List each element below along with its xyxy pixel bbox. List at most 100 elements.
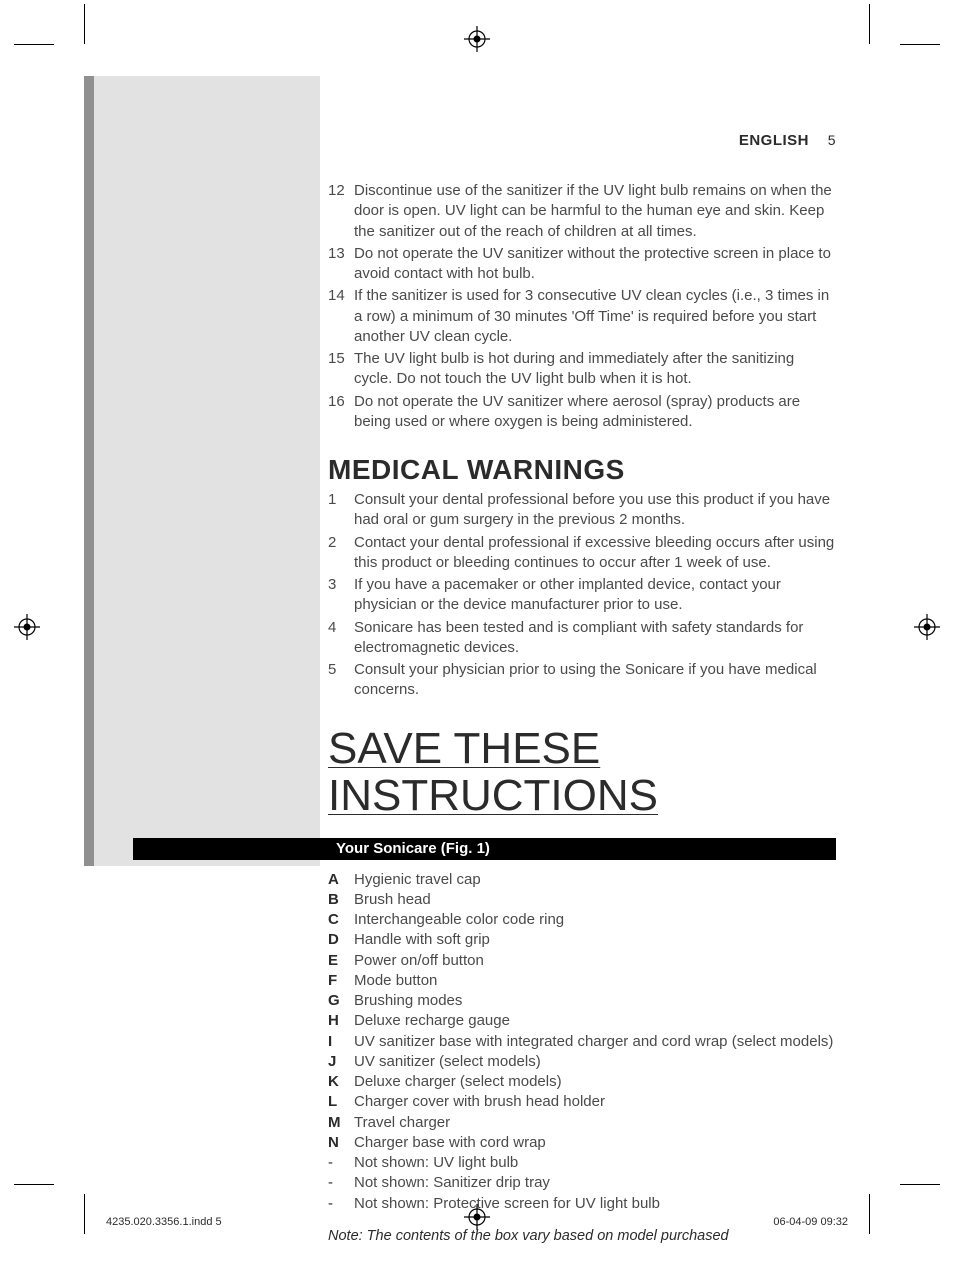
sidebar-grey-column [84,76,320,866]
part-item: DHandle with soft grip [328,930,836,950]
page-number: 5 [828,132,836,148]
item-text: Do not operate the UV sanitizer where ae… [354,392,836,433]
part-letter: A [328,870,354,890]
item-text: Consult your dental professional before … [354,490,836,531]
warning-item: 15The UV light bulb is hot during and im… [328,349,836,390]
part-text: Not shown: Sanitizer drip tray [354,1173,836,1193]
footer-filename: 4235.020.3356.1.indd 5 [106,1216,222,1228]
item-text: Discontinue use of the sanitizer if the … [354,181,836,242]
item-number: 4 [328,618,354,659]
medical-warnings-list: 1Consult your dental professional before… [328,490,836,701]
part-text: UV sanitizer (select models) [354,1052,836,1072]
part-letter: N [328,1133,354,1153]
part-text: Power on/off button [354,951,836,971]
dash-bullet: - [328,1194,354,1214]
item-number: 13 [328,244,354,285]
part-letter: F [328,971,354,991]
part-item: JUV sanitizer (select models) [328,1052,836,1072]
part-item: BBrush head [328,890,836,910]
language-label: ENGLISH [739,132,809,149]
item-number: 16 [328,392,354,433]
registration-mark-icon [14,614,40,640]
part-letter: K [328,1072,354,1092]
save-instructions-heading: SAVE THESE INSTRUCTIONS [328,725,658,820]
part-text: Brushing modes [354,991,836,1011]
parts-list: AHygienic travel capBBrush headCIntercha… [328,870,836,1214]
dash-bullet: - [328,1153,354,1173]
save-line-1: SAVE THESE [328,724,600,773]
part-text: Handle with soft grip [354,930,836,950]
part-letter: D [328,930,354,950]
figure-heading-bar: Your Sonicare (Fig. 1) [328,838,836,860]
medical-item: 3If you have a pacemaker or other implan… [328,575,836,616]
part-item: IUV sanitizer base with integrated charg… [328,1032,836,1052]
item-number: 15 [328,349,354,390]
item-text: Contact your dental professional if exce… [354,533,836,574]
registration-mark-icon [914,614,940,640]
warning-item: 12Discontinue use of the sanitizer if th… [328,181,836,242]
part-text: UV sanitizer base with integrated charge… [354,1032,836,1052]
not-shown-item: -Not shown: Protective screen for UV lig… [328,1194,836,1214]
warning-item: 13Do not operate the UV sanitizer withou… [328,244,836,285]
part-text: Deluxe recharge gauge [354,1011,836,1031]
section-bar-extension [133,838,328,860]
part-letter: I [328,1032,354,1052]
part-item: CInterchangeable color code ring [328,910,836,930]
part-text: Charger cover with brush head holder [354,1092,836,1112]
part-letter: G [328,991,354,1011]
contents-note: Note: The contents of the box vary based… [328,1228,836,1244]
sidebar-accent-strip [84,76,94,866]
footer-timestamp: 06-04-09 09:32 [773,1216,848,1228]
part-text: Not shown: Protective screen for UV ligh… [354,1194,836,1214]
part-text: Not shown: UV light bulb [354,1153,836,1173]
part-text: Mode button [354,971,836,991]
part-text: Charger base with cord wrap [354,1133,836,1153]
not-shown-item: -Not shown: Sanitizer drip tray [328,1173,836,1193]
part-item: MTravel charger [328,1113,836,1133]
part-text: Brush head [354,890,836,910]
item-text: The UV light bulb is hot during and imme… [354,349,836,390]
part-item: AHygienic travel cap [328,870,836,890]
part-letter: J [328,1052,354,1072]
warning-item: 16Do not operate the UV sanitizer where … [328,392,836,433]
part-item: FMode button [328,971,836,991]
item-number: 12 [328,181,354,242]
medical-item: 5Consult your physician prior to using t… [328,660,836,701]
item-text: Do not operate the UV sanitizer without … [354,244,836,285]
part-letter: H [328,1011,354,1031]
part-item: KDeluxe charger (select models) [328,1072,836,1092]
part-item: GBrushing modes [328,991,836,1011]
part-text: Travel charger [354,1113,836,1133]
part-text: Interchangeable color code ring [354,910,836,930]
item-number: 14 [328,286,354,347]
save-line-2: INSTRUCTIONS [328,771,658,820]
part-letter: L [328,1092,354,1112]
not-shown-item: -Not shown: UV light bulb [328,1153,836,1173]
medical-item: 1Consult your dental professional before… [328,490,836,531]
warning-item: 14If the sanitizer is used for 3 consecu… [328,286,836,347]
part-text: Hygienic travel cap [354,870,836,890]
part-letter: B [328,890,354,910]
part-item: NCharger base with cord wrap [328,1133,836,1153]
item-number: 3 [328,575,354,616]
item-number: 1 [328,490,354,531]
item-text: Consult your physician prior to using th… [354,660,836,701]
part-item: LCharger cover with brush head holder [328,1092,836,1112]
part-item: EPower on/off button [328,951,836,971]
item-text: If the sanitizer is used for 3 consecuti… [354,286,836,347]
page-header: ENGLISH 5 [328,132,836,149]
medical-warnings-heading: MEDICAL WARNINGS [328,454,836,486]
part-item: HDeluxe recharge gauge [328,1011,836,1031]
item-number: 5 [328,660,354,701]
part-letter: C [328,910,354,930]
part-letter: E [328,951,354,971]
item-number: 2 [328,533,354,574]
item-text: If you have a pacemaker or other implant… [354,575,836,616]
item-text: Sonicare has been tested and is complian… [354,618,836,659]
warnings-continued-list: 12Discontinue use of the sanitizer if th… [328,181,836,432]
part-text: Deluxe charger (select models) [354,1072,836,1092]
part-letter: M [328,1113,354,1133]
medical-item: 4Sonicare has been tested and is complia… [328,618,836,659]
medical-item: 2Contact your dental professional if exc… [328,533,836,574]
dash-bullet: - [328,1173,354,1193]
